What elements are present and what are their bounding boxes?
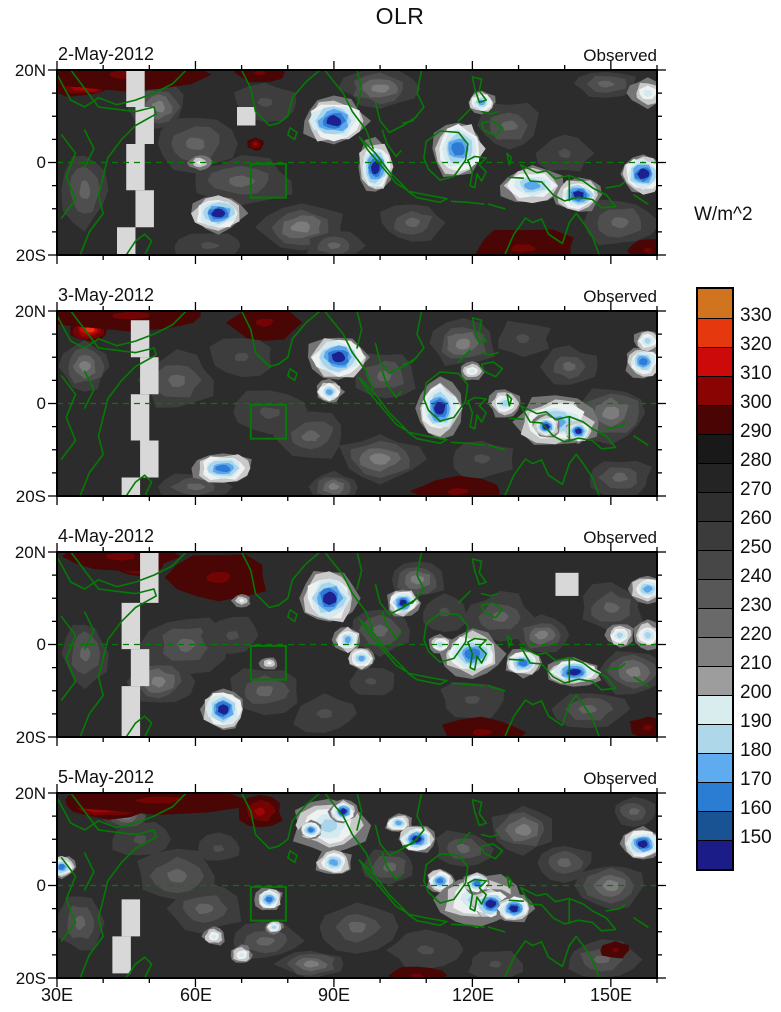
- x-tick-label: 90E: [317, 985, 351, 1005]
- map-canvas: [48, 784, 666, 987]
- map-canvas: [48, 543, 666, 746]
- y-tick-label-20n: 20N: [14, 61, 46, 80]
- x-tick-label: 150E: [589, 985, 633, 1005]
- x-tick-label: 30E: [40, 985, 74, 1005]
- colorbar-swatch: [698, 666, 732, 695]
- colorbar-tick-label: 260: [740, 508, 772, 529]
- y-tick-label-20s: 20S: [15, 246, 46, 265]
- colorbar-tick-label: 230: [740, 595, 772, 616]
- y-tick-label-eq: 0: [36, 876, 46, 895]
- panel-date: 5-May-2012: [58, 767, 155, 787]
- colorbar-swatch: [698, 840, 732, 869]
- colorbar-swatch: [698, 782, 732, 811]
- colorbar-swatch: [698, 521, 732, 550]
- y-tick-label-20n: 20N: [14, 302, 46, 321]
- colorbar-swatch: [698, 637, 732, 666]
- colorbar-swatch: [698, 492, 732, 521]
- y-tick-label-20n: 20N: [14, 784, 46, 803]
- colorbar-tick-label: 290: [740, 421, 772, 442]
- y-tick-label-20n: 20N: [14, 543, 46, 562]
- colorbar-swatch: [698, 695, 732, 724]
- colorbar-swatch: [698, 434, 732, 463]
- y-tick-label-20s: 20S: [15, 728, 46, 747]
- panel-date: 2-May-2012: [58, 44, 155, 64]
- colorbar-swatch: [698, 724, 732, 753]
- colorbar-tick-label: 220: [740, 624, 772, 645]
- colorbar-tick-label: 170: [740, 769, 772, 790]
- panel-observed-label: Observed: [583, 528, 657, 547]
- y-tick-label-20s: 20S: [15, 487, 46, 506]
- map-canvas: [48, 302, 666, 505]
- colorbar-swatch: [698, 405, 732, 434]
- colorbar-tick-label: 300: [740, 392, 772, 413]
- y-tick-label-eq: 0: [36, 635, 46, 654]
- colorbar-tick-label: 320: [740, 334, 772, 355]
- x-tick-label: 60E: [179, 985, 213, 1005]
- colorbar-swatch: [698, 753, 732, 782]
- colorbar-swatch: [698, 318, 732, 347]
- colorbar-tick-label: 250: [740, 537, 772, 558]
- figure-title: OLR: [375, 3, 425, 29]
- colorbar-swatch: [698, 289, 732, 318]
- colorbar-unit-label: W/m^2: [694, 204, 753, 225]
- colorbar-swatch: [698, 550, 732, 579]
- colorbar-tick-label: 270: [740, 479, 772, 500]
- colorbar-tick-label: 160: [740, 798, 772, 819]
- y-tick-label-eq: 0: [36, 394, 46, 413]
- colorbar-swatch: [698, 811, 732, 840]
- panel-observed-label: Observed: [583, 769, 657, 788]
- panel-observed-label: Observed: [583, 287, 657, 306]
- colorbar-tick-label: 280: [740, 450, 772, 471]
- colorbar-swatch: [698, 347, 732, 376]
- colorbar-tick-label: 180: [740, 740, 772, 761]
- colorbar: [696, 287, 734, 871]
- colorbar-tick-label: 150: [740, 827, 772, 848]
- y-tick-label-eq: 0: [36, 153, 46, 172]
- colorbar-swatch: [698, 579, 732, 608]
- colorbar-swatch: [698, 608, 732, 637]
- colorbar-tick-label: 190: [740, 711, 772, 732]
- colorbar-swatch: [698, 376, 732, 405]
- map-canvas: [48, 61, 666, 264]
- colorbar-tick-label: 210: [740, 653, 772, 674]
- panel-date: 4-May-2012: [58, 526, 155, 546]
- colorbar-tick-label: 200: [740, 682, 772, 703]
- y-tick-label-20s: 20S: [15, 969, 46, 988]
- colorbar-swatch: [698, 463, 732, 492]
- panel-observed-label: Observed: [583, 46, 657, 65]
- colorbar-tick-label: 330: [740, 305, 772, 326]
- colorbar-tick-label: 240: [740, 566, 772, 587]
- colorbar-tick-label: 310: [740, 363, 772, 384]
- panel-date: 3-May-2012: [58, 285, 155, 305]
- x-tick-label: 120E: [451, 985, 495, 1005]
